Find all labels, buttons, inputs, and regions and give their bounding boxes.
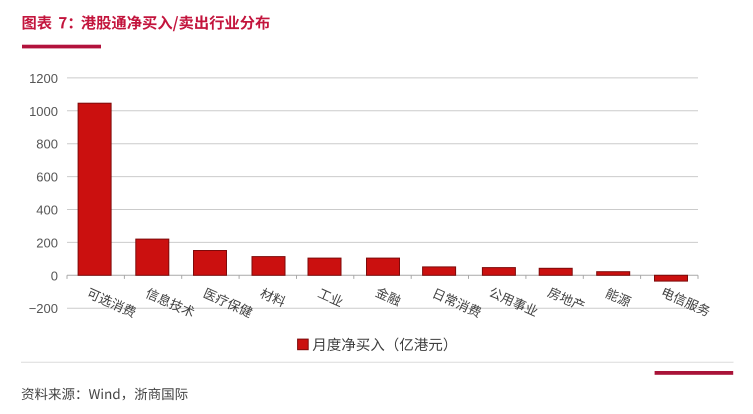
svg-text:1200: 1200	[29, 71, 58, 86]
svg-text:0: 0	[51, 268, 58, 283]
svg-text:1000: 1000	[29, 104, 58, 119]
svg-text:600: 600	[36, 170, 58, 185]
svg-text:800: 800	[36, 137, 58, 152]
svg-text:400: 400	[36, 203, 58, 218]
svg-text:200: 200	[36, 235, 58, 250]
svg-text:−200: −200	[29, 301, 58, 316]
